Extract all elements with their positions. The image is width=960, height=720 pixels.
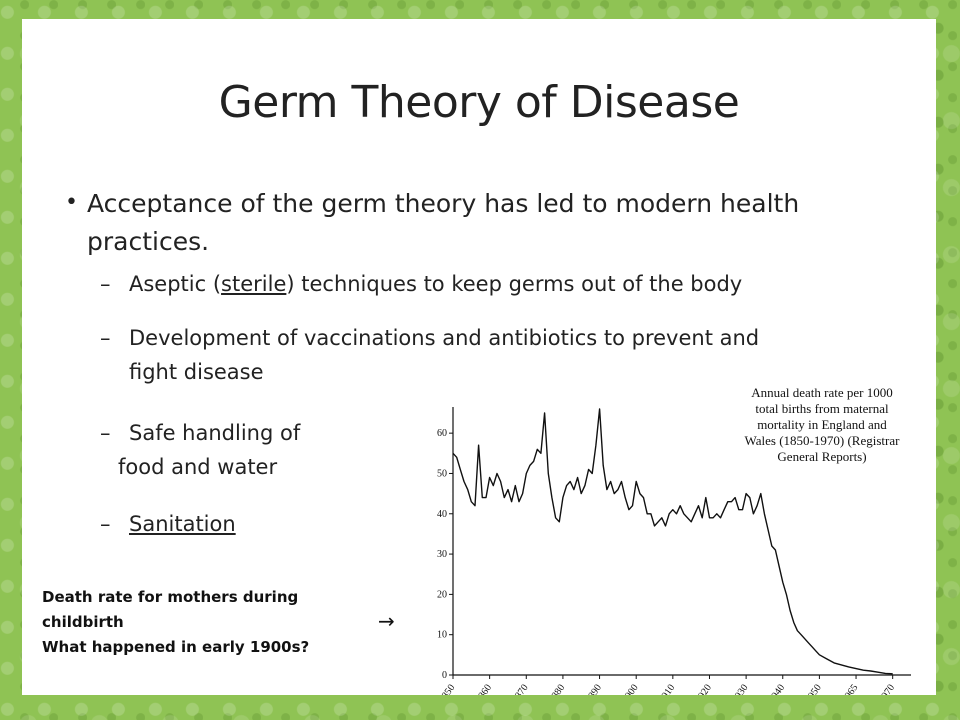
death-rate-series-line: [452, 408, 893, 675]
bullet-marker: •: [65, 190, 78, 215]
y-tick-label: 0: [442, 670, 447, 681]
x-tick-label: 1930: [730, 682, 750, 695]
x-tick-label: 1910: [657, 682, 677, 695]
x-tick-label: 1860: [474, 682, 494, 695]
dash: –: [100, 326, 111, 350]
x-tick-label: 1950: [803, 682, 823, 695]
vaccines-line-2: fight disease: [129, 360, 264, 384]
sub-point-sanitation: – Sanitation: [100, 507, 236, 541]
y-tick-label: 40: [437, 509, 447, 520]
y-tick-label: 20: [437, 589, 447, 600]
y-tick-label: 10: [437, 630, 447, 641]
x-tick-label: 1890: [584, 682, 604, 695]
aseptic-text-start: Aseptic (: [129, 272, 222, 296]
x-tick-label: 1850: [437, 682, 457, 695]
chart-svg: 0 10 20 30 40 50 60 1850 1860 1870 1880 1890 1900 191…: [437, 407, 911, 695]
aseptic-text-end: ) techniques to keep germs out of the bo…: [286, 272, 743, 296]
sub-point-aseptic: – Aseptic (sterile) techniques to keep g…: [100, 267, 743, 301]
x-tick-label: 1870: [510, 682, 530, 695]
x-tick-label: 1940: [767, 682, 787, 695]
x-tick-label: 1970: [877, 682, 897, 695]
x-tick-label: 1900: [620, 682, 640, 695]
sub-point-vaccines: – Development of vaccinations and antibi…: [100, 321, 760, 389]
y-tick-label: 50: [437, 468, 447, 479]
y-tick-label: 30: [437, 549, 447, 560]
main-bullet-text: Acceptance of the germ theory has led to…: [87, 189, 800, 256]
dash: –: [100, 421, 111, 445]
chart-title: Annual death rate per 1000 total births …: [744, 385, 900, 464]
caption-line-2: childbirth: [42, 613, 124, 631]
vaccines-line-1: Development of vaccinations and antibiot…: [129, 326, 760, 350]
main-bullet: • Acceptance of the germ theory has led …: [65, 185, 867, 261]
chart-caption: Death rate for mothers during childbirth…: [42, 585, 309, 660]
y-tick-label: 60: [437, 428, 447, 439]
caption-line-3: What happened in early 1900s?: [42, 638, 310, 656]
slide: Germ Theory of Disease • Acceptance of t…: [22, 19, 936, 695]
sub-point-food: – Safe handling of food and water: [100, 416, 301, 484]
food-line-2: food and water: [118, 455, 278, 479]
sterile-link-text: sterile: [221, 272, 287, 296]
sanitation-text: Sanitation: [129, 512, 236, 536]
right-arrow-icon: →: [378, 609, 395, 633]
dash: –: [100, 512, 111, 536]
food-line-1: Safe handling of: [129, 421, 301, 445]
x-tick-label: 1965: [840, 682, 860, 695]
x-tick-label: 1920: [693, 682, 713, 695]
x-tick-label: 1880: [547, 682, 567, 695]
maternal-mortality-chart: 0 10 20 30 40 50 60 1850 1860 1870 1880 1890 1900 191…: [425, 377, 936, 695]
slide-title: Germ Theory of Disease: [218, 77, 740, 128]
dash: –: [100, 272, 111, 296]
caption-line-1: Death rate for mothers during: [42, 588, 299, 606]
